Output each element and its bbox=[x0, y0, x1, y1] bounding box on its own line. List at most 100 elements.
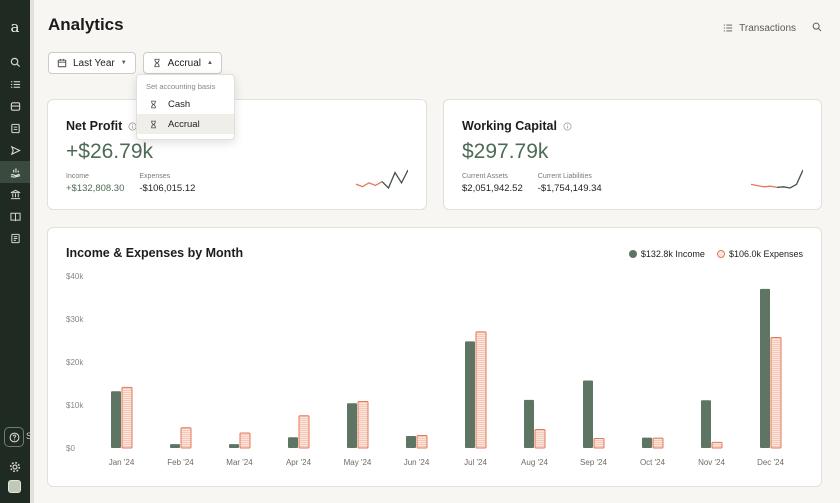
sidebar-item-search[interactable] bbox=[0, 51, 30, 73]
sidebar-item-send[interactable] bbox=[0, 139, 30, 161]
liabilities-value: -$1,754,149.34 bbox=[537, 183, 602, 194]
sidebar: a S bbox=[0, 0, 33, 503]
sparkline-segment-recent bbox=[381, 169, 408, 190]
user-avatar[interactable] bbox=[8, 480, 21, 493]
net-profit-breakdown: Income +$132,808.30 Expenses -$106,015.1… bbox=[66, 173, 195, 194]
expense-bar bbox=[593, 438, 605, 449]
basis-option-accrual[interactable]: Accrual bbox=[137, 114, 234, 134]
expenses-value: -$106,015.12 bbox=[139, 183, 196, 194]
period-select[interactable]: Last Year ▼ bbox=[48, 52, 136, 74]
income-bar bbox=[288, 437, 298, 448]
basis-dropdown-menu: Set accounting basis Cash Accrual bbox=[136, 74, 235, 140]
expense-bar bbox=[534, 429, 546, 449]
hourglass-icon bbox=[151, 100, 156, 108]
income-bar bbox=[583, 380, 593, 448]
working-capital-value: $297.79k bbox=[462, 140, 549, 163]
y-tick-label: $10k bbox=[66, 401, 84, 410]
archive-icon bbox=[10, 101, 20, 111]
sidebar-item-analytics[interactable] bbox=[0, 161, 30, 183]
settings-button[interactable] bbox=[9, 460, 21, 473]
sparkline-segment-early bbox=[356, 181, 383, 188]
content-edge bbox=[30, 0, 34, 503]
report-icon bbox=[10, 233, 20, 243]
expense-bar bbox=[475, 331, 487, 449]
help-button[interactable] bbox=[4, 427, 24, 447]
assets-label: Current Assets bbox=[462, 173, 508, 180]
income-bar bbox=[701, 400, 711, 448]
transactions-link[interactable]: Transactions bbox=[723, 23, 796, 34]
working-capital-breakdown: Current Assets $2,051,942.52 Current Lia… bbox=[462, 173, 602, 194]
income-expenses-chart-card: Income & Expenses by Month $132.8k Incom… bbox=[47, 227, 822, 487]
x-tick-label: Feb '24 bbox=[167, 458, 194, 467]
expense-bar bbox=[652, 437, 664, 449]
legend-income-swatch bbox=[628, 250, 637, 258]
income-bar bbox=[111, 391, 121, 448]
chart-legend: $132.8k Income $106.0k Expenses bbox=[628, 249, 803, 259]
sidebar-item-documents[interactable] bbox=[0, 117, 30, 139]
working-capital-card[interactable]: Working Capital $297.79k Current Assets … bbox=[443, 99, 822, 210]
y-tick-label: $20k bbox=[66, 358, 84, 367]
chart-hand-icon bbox=[10, 167, 20, 178]
x-tick-label: Sep '24 bbox=[580, 458, 607, 467]
expense-bar bbox=[357, 401, 369, 449]
y-tick-label: $30k bbox=[66, 315, 84, 324]
book-icon bbox=[9, 212, 21, 221]
income-bar bbox=[465, 341, 475, 448]
legend-expenses[interactable]: $106.0k Expenses bbox=[716, 249, 803, 259]
y-tick-label: $0 bbox=[66, 444, 75, 453]
expense-bar bbox=[239, 432, 251, 449]
search-icon bbox=[812, 22, 822, 32]
working-capital-title-row: Working Capital bbox=[462, 119, 572, 133]
basis-option-cash[interactable]: Cash bbox=[137, 94, 234, 114]
x-tick-label: Mar '24 bbox=[226, 458, 253, 467]
chevron-down-icon: ▼ bbox=[120, 60, 127, 66]
income-bar bbox=[642, 437, 652, 448]
income-bar bbox=[524, 399, 534, 448]
search-icon bbox=[10, 57, 20, 67]
assets-stat: Current Assets $2,051,942.52 bbox=[462, 173, 523, 194]
bank-icon bbox=[10, 189, 20, 199]
expense-bar bbox=[770, 336, 782, 449]
list-icon bbox=[10, 80, 20, 88]
expenses-stat: Expenses -$106,015.12 bbox=[139, 173, 195, 194]
working-capital-sparkline bbox=[751, 169, 803, 189]
net-profit-sparkline bbox=[356, 169, 408, 190]
income-bar bbox=[347, 403, 357, 448]
legend-income[interactable]: $132.8k Income bbox=[628, 249, 705, 259]
net-profit-value: +$26.79k bbox=[66, 140, 153, 163]
info-icon[interactable] bbox=[563, 122, 572, 131]
income-expenses-chart: $0 $10k $20k $30k $40k Jan '24 Feb '24 Mar '24 A… bbox=[66, 272, 784, 467]
dropdown-header: Set accounting basis bbox=[146, 82, 216, 91]
sidebar-nav bbox=[0, 51, 30, 249]
legend-expenses-swatch bbox=[716, 250, 725, 258]
x-tick-label: Jun '24 bbox=[404, 458, 430, 467]
sparkline-segment-recent bbox=[776, 169, 803, 189]
y-tick-label: $40k bbox=[66, 272, 84, 281]
basis-option-label: Cash bbox=[168, 98, 191, 110]
expense-bar bbox=[121, 386, 133, 449]
income-value: +$132,808.30 bbox=[66, 183, 125, 194]
sidebar-item-reports[interactable] bbox=[0, 227, 30, 249]
basis-select[interactable]: Accrual ▲ bbox=[142, 52, 222, 74]
list-icon bbox=[723, 24, 733, 32]
sidebar-item-archive[interactable] bbox=[0, 95, 30, 117]
search-button[interactable] bbox=[812, 19, 822, 37]
help-trailing-text: S bbox=[26, 431, 33, 441]
app-logo[interactable]: a bbox=[10, 18, 20, 36]
net-profit-title-row: Net Profit bbox=[66, 119, 137, 133]
expense-bar bbox=[711, 441, 723, 449]
sidebar-item-list[interactable] bbox=[0, 73, 30, 95]
sidebar-item-book[interactable] bbox=[0, 205, 30, 227]
send-icon bbox=[10, 145, 21, 155]
net-profit-card[interactable]: Net Profit +$26.79k Income +$132,808.30 … bbox=[47, 99, 427, 210]
x-tick-label: Jan '24 bbox=[109, 458, 135, 467]
calendar-icon bbox=[57, 58, 67, 68]
net-profit-title: Net Profit bbox=[66, 119, 123, 133]
sparkline-segment-early bbox=[751, 183, 778, 189]
x-tick-label: May '24 bbox=[344, 458, 372, 467]
working-capital-title: Working Capital bbox=[462, 119, 557, 133]
chevron-up-icon: ▲ bbox=[207, 60, 213, 66]
legend-income-label: $132.8k Income bbox=[640, 249, 705, 259]
sidebar-item-bank[interactable] bbox=[0, 183, 30, 205]
liabilities-label: Current Liabilities bbox=[537, 173, 592, 180]
